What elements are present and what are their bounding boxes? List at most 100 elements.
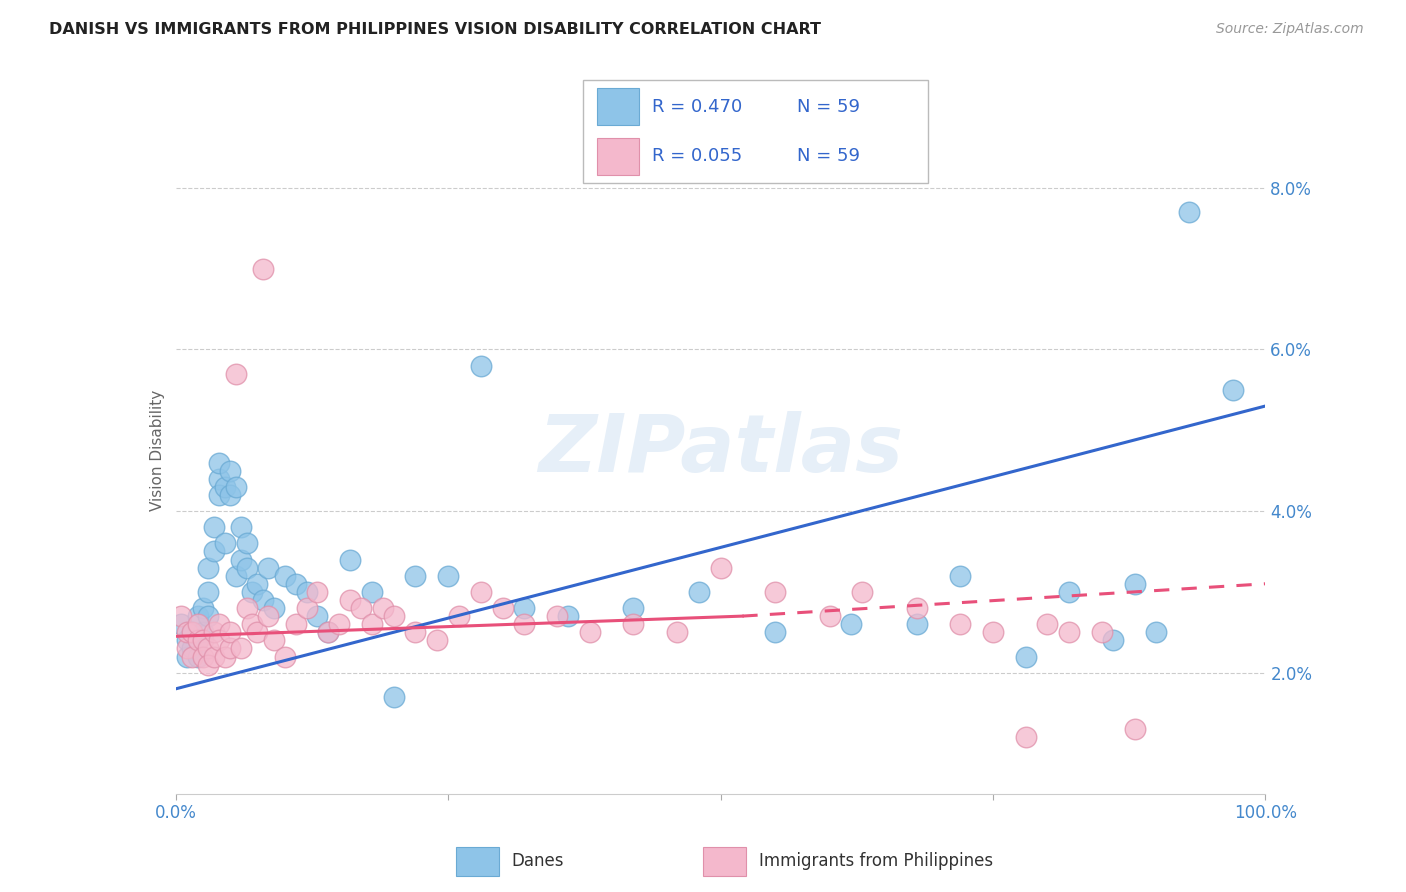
Point [1123, 723, 1146, 737]
Point [382, 609, 405, 624]
Point [231, 641, 253, 656]
Point [1057, 625, 1080, 640]
Text: Immigrants from Philippines: Immigrants from Philippines [759, 852, 993, 870]
Text: DANISH VS IMMIGRANTS FROM PHILIPPINES VISION DISABILITY CORRELATION CHART: DANISH VS IMMIGRANTS FROM PHILIPPINES VI… [49, 22, 821, 37]
Point [905, 617, 928, 632]
Point [328, 617, 350, 632]
Point [235, 536, 257, 550]
Point [191, 649, 214, 664]
Point [214, 649, 236, 664]
Point [557, 609, 579, 624]
Point [214, 480, 236, 494]
Point [197, 560, 219, 574]
Point [186, 633, 209, 648]
Point [170, 609, 193, 624]
Point [202, 544, 225, 558]
Point [1123, 576, 1146, 591]
Point [763, 585, 786, 599]
Point [350, 601, 373, 615]
Point [181, 649, 204, 664]
Point [1222, 383, 1244, 397]
Point [405, 568, 427, 582]
Point [191, 625, 214, 640]
Point [225, 568, 247, 582]
Point [208, 472, 231, 486]
Text: N = 59: N = 59 [797, 98, 860, 116]
Point [240, 617, 263, 632]
Point [666, 625, 689, 640]
Point [252, 593, 274, 607]
Point [170, 617, 193, 632]
Point [621, 601, 644, 615]
Point [818, 609, 841, 624]
Point [197, 609, 219, 624]
Point [470, 585, 492, 599]
Point [176, 625, 198, 640]
FancyBboxPatch shape [583, 80, 928, 183]
Text: Source: ZipAtlas.com: Source: ZipAtlas.com [1216, 22, 1364, 37]
Point [470, 359, 492, 373]
Point [513, 601, 536, 615]
Point [181, 625, 204, 640]
Point [176, 649, 198, 664]
Point [231, 552, 253, 566]
Point [181, 641, 204, 656]
Point [176, 633, 198, 648]
Point [284, 576, 307, 591]
Point [197, 585, 219, 599]
Point [1144, 625, 1167, 640]
FancyBboxPatch shape [456, 847, 499, 876]
Point [225, 480, 247, 494]
Point [851, 585, 873, 599]
Point [905, 601, 928, 615]
Point [295, 585, 318, 599]
Text: R = 0.055: R = 0.055 [652, 147, 742, 165]
Point [219, 488, 242, 502]
Point [621, 617, 644, 632]
Point [546, 609, 568, 624]
Point [219, 625, 242, 640]
Point [191, 601, 214, 615]
Text: ZIPatlas: ZIPatlas [538, 411, 903, 490]
Point [949, 568, 972, 582]
Point [1102, 633, 1125, 648]
Point [284, 617, 307, 632]
Point [295, 601, 318, 615]
Point [208, 617, 231, 632]
Point [1178, 205, 1201, 219]
Point [426, 633, 449, 648]
Point [763, 625, 786, 640]
Point [225, 367, 247, 381]
Point [231, 520, 253, 534]
FancyBboxPatch shape [703, 847, 747, 876]
Point [246, 625, 269, 640]
FancyBboxPatch shape [598, 88, 638, 126]
Point [186, 649, 209, 664]
Point [257, 560, 280, 574]
Text: N = 59: N = 59 [797, 147, 860, 165]
Point [176, 641, 198, 656]
Point [202, 625, 225, 640]
Point [382, 690, 405, 704]
Point [181, 625, 204, 640]
Point [186, 609, 209, 624]
Point [208, 633, 231, 648]
Point [307, 609, 329, 624]
Point [202, 649, 225, 664]
Point [447, 609, 470, 624]
Point [240, 585, 263, 599]
Point [246, 576, 269, 591]
Point [949, 617, 972, 632]
Point [513, 617, 536, 632]
Point [1015, 649, 1038, 664]
Point [318, 625, 340, 640]
Point [1036, 617, 1059, 632]
Point [219, 641, 242, 656]
Point [437, 568, 460, 582]
Point [235, 601, 257, 615]
Point [274, 649, 297, 664]
Text: Danes: Danes [512, 852, 564, 870]
Point [339, 593, 361, 607]
Point [307, 585, 329, 599]
Point [186, 617, 209, 632]
